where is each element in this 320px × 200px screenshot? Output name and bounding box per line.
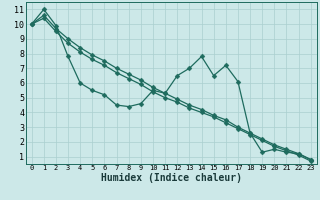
X-axis label: Humidex (Indice chaleur): Humidex (Indice chaleur)	[101, 173, 242, 183]
